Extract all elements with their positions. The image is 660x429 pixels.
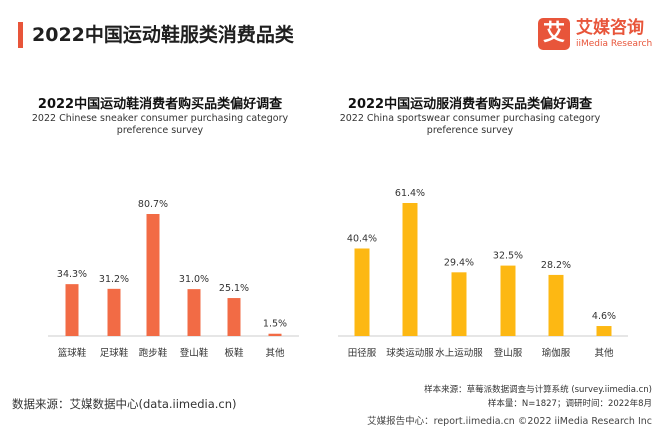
- chart-2-value-label: 4.6%: [592, 311, 616, 322]
- chart-2-value-label: 40.4%: [347, 233, 377, 244]
- footer-bar: 艾媒报告中心：report.iimedia.cn ©2022 iiMedia R…: [0, 410, 660, 429]
- chart-1-bar: [146, 214, 160, 336]
- chart-1-category-label: 足球鞋: [100, 347, 129, 359]
- brand-logo: 艾 艾媒咨询 iiMedia Research: [538, 18, 653, 54]
- page-title: 2022中国运动鞋服类消费品类: [32, 24, 294, 46]
- logo-name-en: iiMedia Research: [576, 39, 653, 49]
- chart-2-category-label: 水上运动服: [435, 347, 483, 359]
- chart-2-bar: [354, 248, 370, 336]
- chart-1-value-label: 31.0%: [179, 274, 209, 285]
- chart-2-category-label: 田径服: [348, 347, 377, 359]
- chart-1-value-label: 80.7%: [138, 199, 168, 210]
- chart-1-subtitle: 2022 Chinese sneaker consumer purchasing…: [31, 113, 289, 136]
- chart-1-value-label: 34.3%: [57, 269, 87, 280]
- chart-2-bar: [500, 265, 516, 336]
- chart-1-category-label: 篮球鞋: [58, 347, 87, 359]
- chart-1-heading: 2022中国运动鞋消费者购买品类偏好调查 2022 Chinese sneake…: [10, 96, 310, 137]
- chart-2-title: 2022中国运动服消费者购买品类偏好调查: [347, 97, 593, 112]
- chart-1-value-label: 31.2%: [99, 274, 129, 285]
- chart-1-bar: [65, 284, 79, 336]
- title-accent-bar: [18, 22, 23, 48]
- chart-2-bar: [402, 203, 418, 336]
- chart-2-category-label: 其他: [594, 347, 614, 359]
- chart-2-value-label: 28.2%: [541, 260, 571, 271]
- chart-1-value-label: 1.5%: [263, 319, 287, 330]
- logo-name-cn: 艾媒咨询: [576, 18, 644, 38]
- chart-1-category-label: 板鞋: [224, 347, 244, 359]
- footer-text: 艾媒报告中心：report.iimedia.cn ©2022 iiMedia R…: [367, 416, 652, 427]
- chart-2-category-label: 球类运动服: [386, 347, 434, 359]
- chart-2-category-label: 瑜伽服: [542, 347, 571, 359]
- chart-2-category-label: 登山服: [494, 348, 523, 359]
- chart-1-bar: [227, 298, 241, 336]
- chart-2-value-label: 61.4%: [395, 188, 425, 199]
- chart-1-bar: [268, 333, 282, 336]
- chart-1-category-label: 登山鞋: [180, 347, 209, 359]
- chart-1-category-label: 跑步鞋: [139, 347, 168, 359]
- data-source: 数据来源：艾媒数据中心(data.iimedia.cn): [12, 397, 237, 411]
- chart-2-heading: 2022中国运动服消费者购买品类偏好调查 2022 China sportswe…: [320, 96, 620, 137]
- logo-mark: 艾: [538, 18, 570, 50]
- sample-info: 样本量：N=1827；调研时间：2022年8月: [487, 399, 652, 409]
- chart-1-value-label: 25.1%: [219, 283, 249, 294]
- sample-source: 样本来源：草莓派数据调查与计算系统 (survey.iimedia.cn): [424, 385, 652, 395]
- chart-2-bar: [451, 272, 467, 336]
- chart-1-bar: [107, 288, 121, 336]
- chart-2-bar: [548, 274, 564, 336]
- chart-2-subtitle: 2022 China sportswear consumer purchasin…: [339, 113, 601, 136]
- chart-1-category-label: 其他: [265, 347, 285, 359]
- chart-2-value-label: 29.4%: [444, 257, 474, 268]
- chart-1-bar: [187, 289, 201, 336]
- chart-2-bar: [596, 326, 612, 336]
- chart-2-value-label: 32.5%: [493, 251, 523, 262]
- chart-1-title: 2022中国运动鞋消费者购买品类偏好调查: [37, 97, 283, 112]
